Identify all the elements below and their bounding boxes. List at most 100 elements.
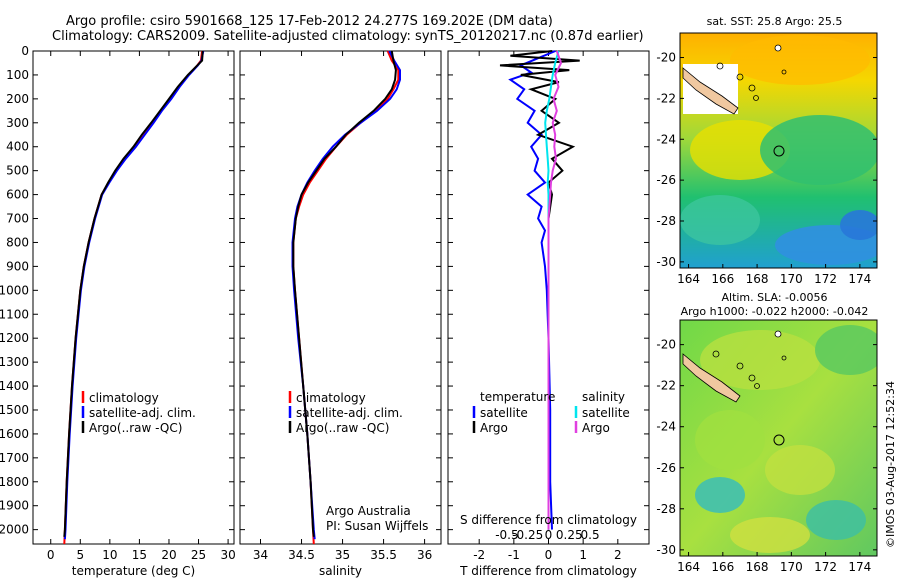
series-line-satellite-adj-clim- — [63, 50, 205, 540]
x-tick-label: 20 — [161, 548, 176, 562]
temperature-chart: 0 5 10 15 20 25 300100200300400500600700800900… — [0, 44, 236, 578]
legend-label: climatology — [89, 391, 159, 405]
y-tick-label: 400 — [6, 140, 29, 154]
y-tick-label: 800 — [6, 235, 29, 249]
y-tick-label: 1500 — [0, 403, 29, 417]
header-line-1: Argo profile: csiro 5901668_125 17-Feb-2… — [66, 14, 553, 29]
y-tick-label: 900 — [6, 259, 29, 273]
x-tick-label: 35 — [335, 548, 350, 562]
y-tick-label: 600 — [6, 188, 29, 202]
y-tick-label: 2000 — [0, 523, 29, 537]
y-tick-label: 1400 — [0, 379, 29, 393]
map-y-tick-label: -20 — [656, 51, 676, 65]
x-tick-label: -2 — [473, 548, 485, 562]
map-x-tick-label: 166 — [711, 560, 734, 574]
map-x-tick-label: 170 — [780, 272, 803, 286]
y-tick-label: 200 — [6, 92, 29, 106]
series-line-temperature-satellite — [508, 50, 556, 530]
series-line-argo-raw-qc- — [292, 50, 397, 537]
salinity-diff-tick-label: 0 — [545, 528, 553, 542]
map-y-tick-label: -30 — [656, 255, 676, 269]
salinity-chart: 34 34.5 35 35.5 36 salinity climatologysatelli… — [240, 50, 441, 578]
map-x-tick-label: 168 — [746, 560, 769, 574]
y-tick-label: 1100 — [0, 307, 29, 321]
y-tick-label: 700 — [6, 212, 29, 226]
map-x-tick-label: 172 — [814, 272, 837, 286]
x-tick-label: 15 — [132, 548, 147, 562]
map-x-tick-label: 170 — [780, 560, 803, 574]
legend-title-temperature: temperature — [480, 390, 555, 404]
x-tick-label: 1 — [579, 548, 587, 562]
sst-map — [680, 33, 877, 268]
x-axis-label: temperature (deg C) — [72, 564, 195, 578]
imos-credit: ©IMOS 03-Aug-2017 12:52:34 — [884, 381, 897, 548]
legend-label: Argo(..raw -QC) — [89, 421, 182, 435]
map-x-tick-label: 164 — [677, 560, 700, 574]
y-tick-label: 1300 — [0, 355, 29, 369]
sla-map — [680, 320, 877, 556]
series-line-climatology — [63, 50, 204, 545]
temperature-panel — [32, 50, 235, 545]
annotation-text: PI: Susan Wijffels — [326, 519, 428, 533]
map-y-tick-label: -26 — [656, 461, 676, 475]
map-y-tick-label: -30 — [656, 543, 676, 557]
map-y-tick-label: -20 — [656, 338, 676, 352]
salinity-diff-tick-label: 0.5 — [581, 528, 600, 542]
x-tick-label: 34 — [253, 548, 268, 562]
x-tick-label: 35.5 — [370, 548, 397, 562]
series-line-temperature-argo — [499, 50, 580, 530]
x-tick-label: 0 — [47, 548, 55, 562]
map-title: Altim. SLA: -0.0056 — [721, 291, 827, 304]
salinity-panel — [239, 50, 442, 545]
map-x-tick-label: 168 — [746, 272, 769, 286]
x-axis-label: T difference from climatology — [459, 564, 637, 578]
map-x-tick-label: 164 — [677, 272, 700, 286]
salinity-diff-axis-label: S difference from climatology — [460, 513, 637, 527]
salinity-diff-tick-label: 0.25 — [556, 528, 583, 542]
legend-label: satellite — [480, 406, 528, 420]
map-y-tick-label: -22 — [656, 91, 676, 105]
map-y-tick-label: -28 — [656, 214, 676, 228]
legend-label: Argo — [480, 421, 508, 435]
x-tick-label: 2 — [614, 548, 622, 562]
x-tick-label: 36 — [417, 548, 432, 562]
y-tick-label: 1700 — [0, 451, 29, 465]
y-tick-label: 1600 — [0, 427, 29, 441]
x-tick-label: 34.5 — [288, 548, 315, 562]
y-tick-label: 0 — [21, 44, 29, 58]
sst-map-axes: 164 166 168 170 172 174 -20 -22 -24 -26 -28 -30 sat.… — [656, 15, 877, 286]
legend-label: satellite-adj. clim. — [296, 406, 403, 420]
map-x-tick-label: 174 — [848, 272, 871, 286]
legend-label: satellite — [582, 406, 630, 420]
y-tick-label: 1000 — [0, 283, 29, 297]
series-line-argo-raw-qc- — [63, 50, 204, 537]
map-y-tick-label: -24 — [656, 420, 676, 434]
x-tick-label: 25 — [191, 548, 206, 562]
legend-title-salinity: salinity — [582, 390, 625, 404]
header-line-2: Climatology: CARS2009. Satellite-adjuste… — [52, 29, 644, 44]
map-x-tick-label: 172 — [814, 560, 837, 574]
sla-map-axes: 164 166 168 170 172 174 -20 -22 -24 -26 -28 -30 Alti… — [656, 291, 877, 574]
map-y-tick-label: -26 — [656, 173, 676, 187]
sla-argo-position-marker — [773, 434, 785, 446]
x-tick-label: 5 — [76, 548, 84, 562]
x-tick-label: -1 — [508, 548, 520, 562]
sst-argo-position-marker — [773, 145, 785, 157]
legend-label: Argo — [582, 421, 610, 435]
x-tick-label: 10 — [102, 548, 117, 562]
y-tick-label: 1200 — [0, 331, 29, 345]
map-title: Argo h1000: -0.022 h2000: -0.042 — [681, 305, 869, 318]
y-tick-label: 1900 — [0, 499, 29, 513]
x-tick-label: 30 — [220, 548, 235, 562]
legend-label: Argo(..raw -QC) — [296, 421, 389, 435]
annotation-text: Argo Australia — [326, 504, 411, 518]
legend-label: climatology — [296, 391, 366, 405]
salinity-diff-tick-label: -0.25 — [512, 528, 543, 542]
difference-chart: -2 -1 0 1 2 T difference from climatology temp… — [448, 50, 649, 578]
y-tick-label: 1800 — [0, 475, 29, 489]
x-tick-label: 0 — [545, 548, 553, 562]
map-x-tick-label: 166 — [711, 272, 734, 286]
legend-label: satellite-adj. clim. — [89, 406, 196, 420]
map-y-tick-label: -24 — [656, 132, 676, 146]
